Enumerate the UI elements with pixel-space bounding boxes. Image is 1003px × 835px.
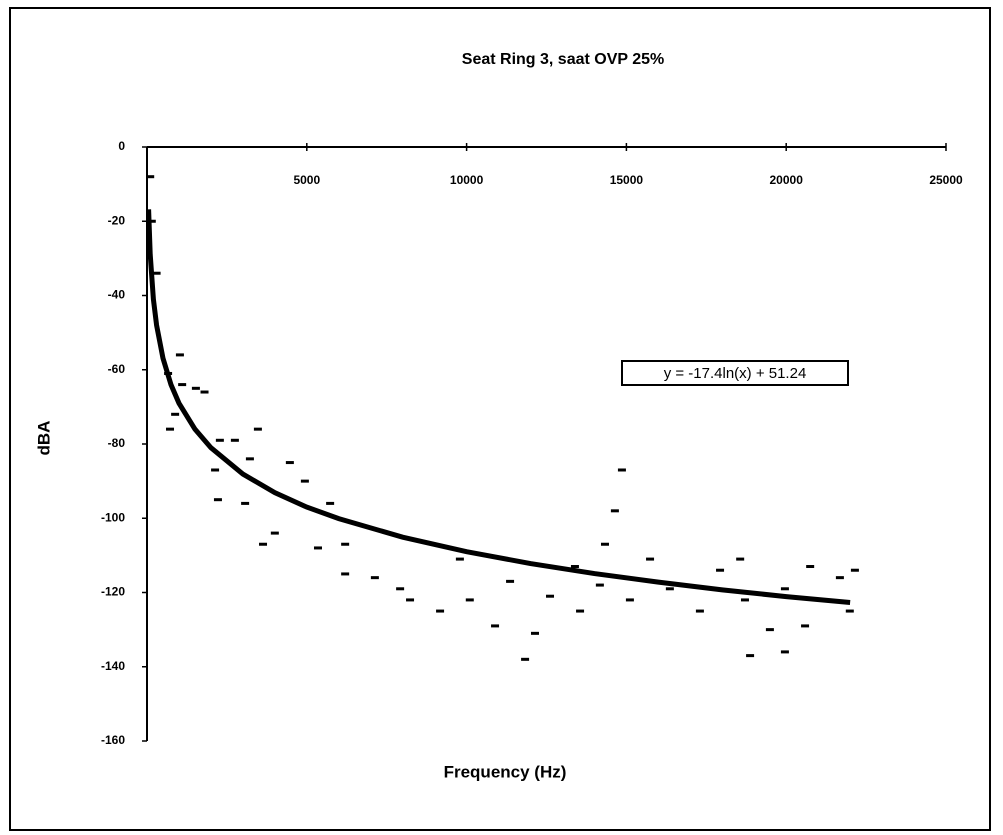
scatter-point: [200, 390, 209, 394]
scatter-point: [171, 412, 180, 416]
scatter-point: [245, 457, 254, 461]
scatter-point: [396, 587, 405, 591]
y-tick-label: -140: [101, 659, 125, 673]
scatter-point: [570, 565, 579, 569]
x-tick-label: 15000: [610, 173, 644, 187]
scatter-point: [313, 546, 322, 550]
scatter-point: [215, 438, 224, 442]
y-tick-label: -80: [108, 436, 126, 450]
scatter-point: [530, 631, 539, 635]
scatter-point: [270, 531, 279, 535]
scatter-point: [465, 598, 474, 602]
scatter-point: [546, 594, 555, 598]
scatter-point: [253, 427, 262, 431]
scatter-point: [166, 427, 175, 431]
scatter-point: [576, 609, 585, 613]
equation-box: [621, 360, 849, 386]
scatter-point: [211, 468, 220, 472]
scatter-point: [665, 587, 674, 591]
scatter-point: [746, 654, 755, 658]
x-axis-title: Frequency (Hz): [444, 762, 567, 781]
scatter-point: [146, 175, 155, 179]
scatter-point: [806, 565, 815, 569]
scatter-point: [230, 438, 239, 442]
scatter-point: [625, 598, 634, 602]
scatter-point: [341, 542, 350, 546]
scatter-point: [765, 628, 774, 632]
scatter-point: [370, 576, 379, 580]
y-tick-label: 0: [118, 139, 125, 153]
scatter-point: [152, 271, 161, 275]
scatter-point: [801, 624, 810, 628]
y-axis-title: dBA: [34, 421, 53, 456]
y-tick-label: -60: [108, 362, 126, 376]
scatter-point: [241, 501, 250, 505]
scatter-point: [740, 598, 749, 602]
scatter-point: [326, 501, 335, 505]
scatter-point: [175, 353, 184, 357]
equation-label: y = -17.4ln(x) + 51.24: [664, 365, 807, 382]
scatter-point: [600, 542, 609, 546]
y-tick-label: -100: [101, 510, 125, 524]
scatter-point: [736, 557, 745, 561]
scatter-point: [780, 650, 789, 654]
scatter-point: [178, 383, 187, 387]
scatter-point: [835, 576, 844, 580]
scatter-point: [506, 579, 515, 583]
scatter-point: [436, 609, 445, 613]
scatter-point: [213, 498, 222, 502]
scatter-point: [845, 609, 854, 613]
scatter-point: [646, 557, 655, 561]
scatter-point: [259, 542, 268, 546]
scatter-point: [191, 386, 200, 390]
x-tick-label: 25000: [929, 173, 963, 187]
scatter-point: [341, 572, 350, 576]
scatter-point: [455, 557, 464, 561]
scatter-point: [521, 657, 530, 661]
y-tick-label: -20: [108, 213, 126, 227]
scatter-point: [491, 624, 500, 628]
x-tick-label: 5000: [293, 173, 320, 187]
chart-title: Seat Ring 3, saat OVP 25%: [462, 51, 664, 68]
scatter-point: [147, 219, 156, 223]
y-tick-label: -40: [108, 288, 126, 302]
trendline: [146, 209, 851, 606]
scatter-point: [406, 598, 415, 602]
y-tick-label: -160: [101, 733, 125, 747]
x-tick-label: 10000: [450, 173, 484, 187]
scatter-point: [716, 568, 725, 572]
scatter-point: [850, 568, 859, 572]
y-tick-label: -120: [101, 585, 125, 599]
scatter-point: [300, 479, 309, 483]
scatter-point: [695, 609, 704, 613]
scatter-point: [780, 587, 789, 591]
scatter-point: [285, 461, 294, 465]
x-tick-label: 20000: [770, 173, 804, 187]
scatter-point: [610, 509, 619, 513]
scatter-point: [617, 468, 626, 472]
chart-frame: [9, 7, 991, 831]
scatter-point: [595, 583, 604, 587]
